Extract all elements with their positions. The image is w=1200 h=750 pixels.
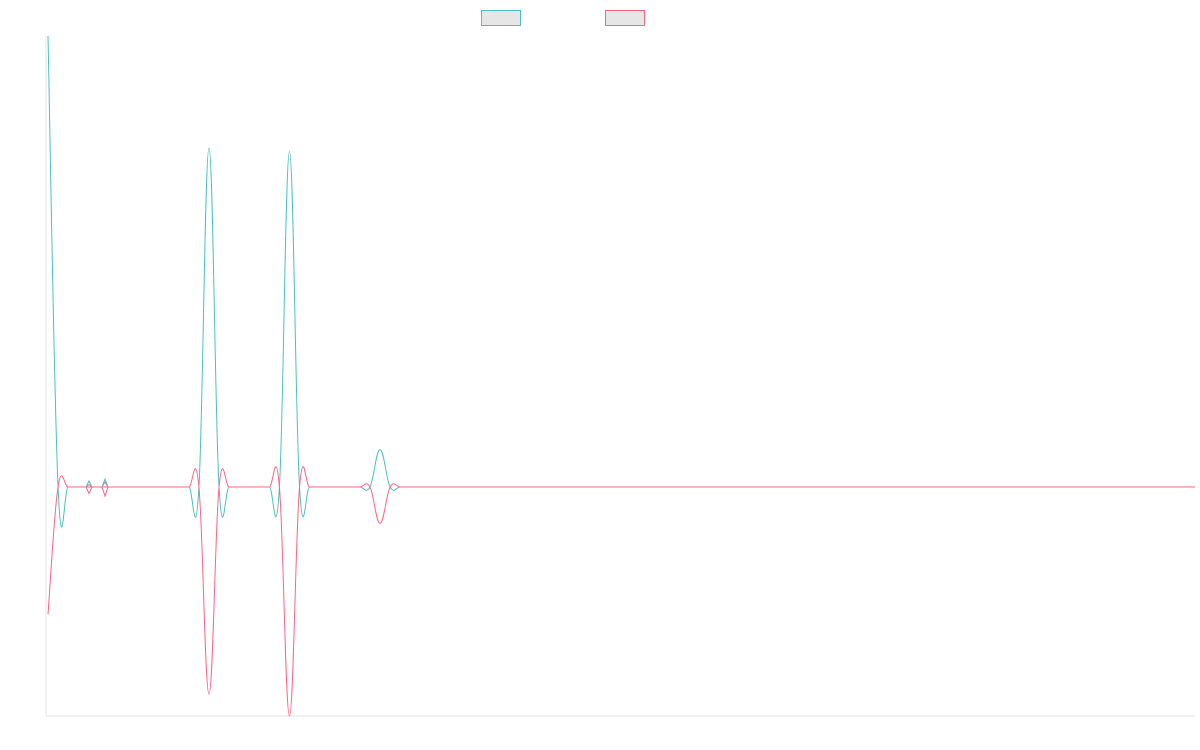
series-layer — [47, 35, 1196, 717]
legend-swatch-series-2 — [605, 10, 645, 26]
series-1-blip-1 — [85, 479, 93, 488]
series-1-blip-2 — [101, 477, 109, 488]
series-line-2 — [47, 466, 1196, 717]
axes — [45, 36, 1195, 717]
legend-swatch-series-1 — [481, 10, 521, 26]
legend — [481, 10, 645, 26]
series-line-1 — [47, 35, 1196, 528]
